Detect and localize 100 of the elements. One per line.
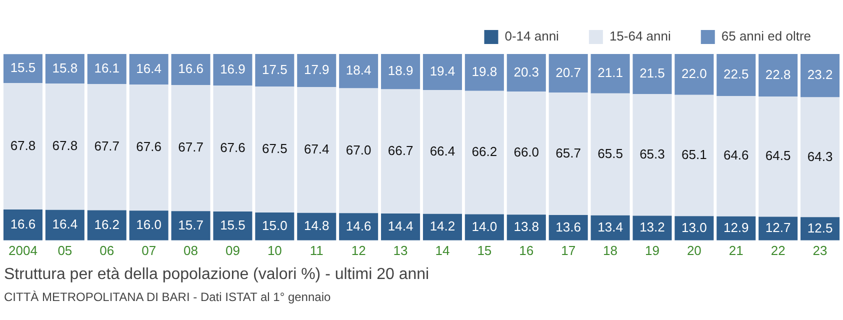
bar bbox=[674, 54, 714, 95]
data-label: 16.2 bbox=[94, 216, 120, 232]
data-label: 15.7 bbox=[178, 217, 204, 232]
data-label: 20.7 bbox=[556, 64, 581, 80]
legend-label: 0-14 anni bbox=[504, 28, 560, 44]
bar bbox=[674, 94, 714, 216]
bar bbox=[800, 54, 840, 98]
text: CITTÀ METROPOLITANA DI BARI - Dati ISTAT al 1° gennaio bbox=[4, 290, 332, 304]
data-label: 15.5 bbox=[10, 60, 36, 76]
data-label: 17.9 bbox=[304, 62, 330, 78]
data-label: 22.0 bbox=[682, 66, 707, 81]
data-label: 12.9 bbox=[723, 220, 749, 235]
data-label: 15.5 bbox=[220, 218, 246, 233]
bar bbox=[255, 54, 294, 87]
data-label: 66.0 bbox=[514, 144, 540, 160]
data-label: 16.4 bbox=[52, 216, 78, 232]
data-label: 13.2 bbox=[640, 220, 665, 235]
bar bbox=[590, 54, 630, 94]
bar bbox=[3, 83, 42, 210]
bar bbox=[171, 84, 210, 212]
data-label: 12.7 bbox=[765, 220, 791, 236]
x-tick-label: 05 bbox=[58, 242, 72, 258]
data-label: 21.5 bbox=[640, 66, 665, 81]
bar bbox=[87, 210, 126, 240]
data-label: 64.6 bbox=[723, 148, 749, 163]
data-label: 65.7 bbox=[556, 145, 581, 160]
bar bbox=[129, 84, 168, 211]
bar bbox=[3, 54, 42, 84]
data-label: 16.1 bbox=[94, 60, 120, 76]
data-label: 65.3 bbox=[640, 146, 665, 162]
legend-label: 15-64 anni bbox=[609, 28, 671, 44]
bar bbox=[3, 209, 42, 240]
data-label: 13.4 bbox=[598, 219, 623, 234]
bar bbox=[548, 54, 588, 93]
bar bbox=[129, 210, 168, 240]
bar bbox=[422, 214, 462, 240]
data-label: 67.6 bbox=[136, 139, 162, 154]
data-label: 16.4 bbox=[136, 60, 162, 76]
bar bbox=[45, 210, 84, 240]
bar bbox=[758, 54, 798, 96]
bar bbox=[297, 87, 336, 213]
data-label: 21.1 bbox=[598, 65, 623, 80]
data-label: 16.6 bbox=[10, 216, 36, 232]
data-label: 64.3 bbox=[807, 148, 833, 164]
x-tick-label: 11 bbox=[310, 242, 324, 258]
bar bbox=[45, 83, 84, 210]
x-tick-label: 19 bbox=[644, 242, 660, 258]
x-tick-label: 16 bbox=[519, 242, 534, 258]
data-label: 22.5 bbox=[723, 66, 749, 82]
data-label: 67.0 bbox=[346, 142, 372, 158]
data-label: 67.8 bbox=[52, 138, 78, 154]
data-label: 19.8 bbox=[472, 64, 498, 80]
data-label: 23.2 bbox=[807, 67, 833, 82]
x-tick-label: 18 bbox=[603, 242, 618, 258]
bar bbox=[548, 92, 588, 216]
bar bbox=[213, 86, 252, 212]
bar bbox=[297, 54, 336, 88]
x-tick-label: 14 bbox=[435, 242, 450, 258]
x-tick-label: 09 bbox=[225, 242, 240, 258]
x-tick-label: 22 bbox=[770, 242, 786, 258]
bar bbox=[632, 94, 672, 216]
data-label: 66.7 bbox=[388, 142, 414, 158]
data-label: 14.8 bbox=[304, 218, 330, 234]
data-label: 14.4 bbox=[388, 218, 414, 234]
bar bbox=[422, 54, 462, 90]
bar bbox=[45, 54, 84, 84]
data-label: 15.8 bbox=[52, 60, 78, 76]
bar bbox=[129, 54, 168, 85]
data-label: 14.6 bbox=[346, 218, 372, 234]
bar bbox=[381, 89, 420, 214]
data-label: 17.5 bbox=[262, 62, 288, 77]
x-tick-label: 15 bbox=[477, 242, 492, 258]
x-tick-label: 23 bbox=[812, 242, 828, 258]
bar bbox=[464, 54, 504, 91]
bar bbox=[590, 93, 630, 216]
data-label: 66.2 bbox=[472, 144, 498, 160]
data-label: 67.4 bbox=[304, 142, 330, 157]
bar bbox=[758, 216, 798, 240]
bar bbox=[339, 213, 378, 240]
data-label: 14.0 bbox=[472, 218, 498, 234]
data-label: 16.0 bbox=[136, 217, 162, 232]
bar bbox=[632, 54, 672, 94]
data-label: 65.1 bbox=[682, 147, 707, 162]
data-label: 67.6 bbox=[220, 140, 246, 156]
legend-label: 65 anni ed oltre bbox=[721, 28, 811, 44]
bar bbox=[255, 86, 294, 212]
data-label: 20.3 bbox=[514, 64, 540, 80]
data-label: 67.7 bbox=[178, 140, 204, 155]
data-label: 14.2 bbox=[430, 218, 456, 234]
bar bbox=[800, 97, 840, 218]
x-tick-label: 21 bbox=[728, 242, 744, 258]
bar bbox=[506, 92, 546, 215]
bar bbox=[381, 214, 420, 240]
bar bbox=[213, 54, 252, 86]
bar bbox=[381, 54, 420, 90]
data-label: 16.9 bbox=[220, 61, 246, 76]
bar bbox=[464, 90, 504, 214]
bar bbox=[506, 54, 546, 92]
data-label: 15.0 bbox=[262, 218, 288, 233]
data-label: 13.8 bbox=[514, 219, 540, 234]
